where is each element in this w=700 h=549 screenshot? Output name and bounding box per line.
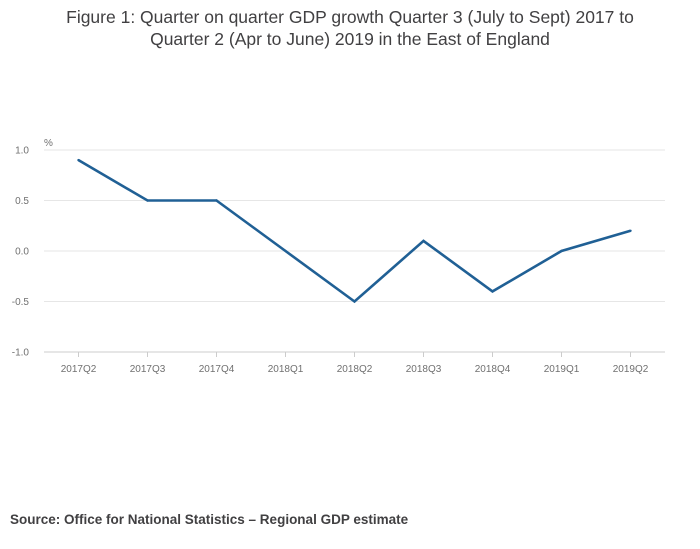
chart-title: Figure 1: Quarter on quarter GDP growth … — [0, 6, 700, 50]
data-point — [491, 290, 494, 293]
x-tick-label: 2017Q3 — [130, 364, 166, 375]
x-tick-label: 2018Q4 — [475, 364, 511, 375]
data-point — [284, 249, 287, 253]
data-point — [146, 199, 149, 202]
series-line — [77, 158, 631, 304]
y-tick-label: 0.5 — [15, 196, 29, 207]
x-tick-label: 2018Q3 — [406, 364, 442, 375]
data-point — [629, 229, 632, 232]
y-tick-label: 0.0 — [15, 247, 29, 258]
source-note: Source: Office for National Statistics –… — [10, 512, 409, 527]
y-axis-label: % — [44, 138, 53, 149]
x-tick-label: 2019Q1 — [544, 364, 580, 375]
data-point — [560, 249, 563, 253]
y-tick-label: 1.0 — [15, 146, 29, 157]
x-tick-label: 2018Q2 — [337, 364, 373, 375]
y-tick-label: -0.5 — [12, 297, 30, 308]
x-tick-label: 2018Q1 — [268, 364, 304, 375]
x-tick-label: 2017Q4 — [199, 364, 235, 375]
data-point — [353, 300, 356, 303]
chart-title-line-1: Figure 1: Quarter on quarter GDP growth … — [66, 7, 634, 27]
data-point — [77, 158, 80, 162]
x-tick-label: 2017Q2 — [61, 364, 97, 375]
y-tick-label: -1.0 — [12, 348, 30, 359]
chart-title-line-2: Quarter 2 (Apr to June) 2019 in the East… — [150, 29, 550, 49]
x-tick-label: 2019Q2 — [613, 364, 649, 375]
data-point — [422, 239, 425, 243]
data-point — [215, 199, 218, 202]
